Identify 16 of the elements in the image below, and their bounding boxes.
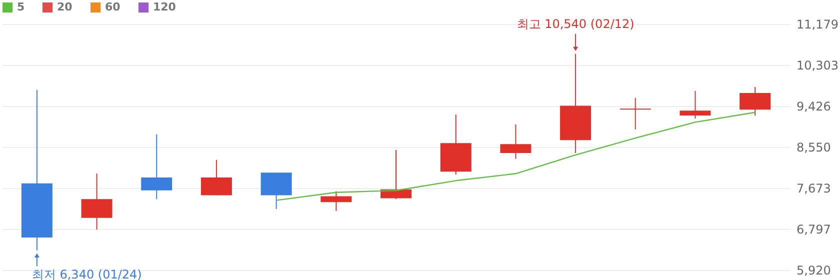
y-tick-label: 11,179 bbox=[796, 18, 838, 32]
candlestick bbox=[680, 90, 711, 119]
y-tick-label: 10,303 bbox=[796, 58, 838, 72]
y-tick-label: 8,550 bbox=[796, 140, 831, 154]
y-tick-label: 6,797 bbox=[796, 222, 831, 236]
legend-label: 20 bbox=[57, 0, 73, 14]
annotation: 최고 10,540 (02/12) bbox=[516, 16, 634, 31]
legend-label: 120 bbox=[153, 0, 176, 14]
y-tick-label: 9,426 bbox=[796, 100, 831, 114]
legend-label: 5 bbox=[17, 0, 25, 14]
legend-label: 60 bbox=[105, 0, 121, 14]
annotation: 최저 6,340 (01/24) bbox=[32, 267, 142, 280]
candlestick bbox=[620, 97, 651, 130]
line-series bbox=[276, 112, 756, 201]
y-tick-label: 5,920 bbox=[796, 264, 831, 278]
y-tick-label: 7,673 bbox=[796, 182, 831, 196]
